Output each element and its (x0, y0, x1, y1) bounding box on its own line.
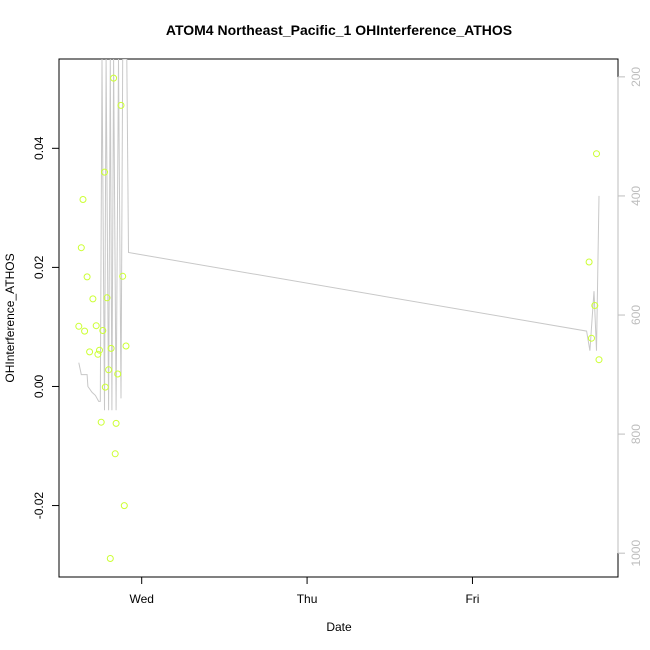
secondary-tick-label: 400 (629, 186, 643, 206)
y-tick-label: 0.04 (32, 136, 46, 160)
data-point (105, 366, 113, 374)
y-tick-label: 0.02 (32, 255, 46, 279)
data-point (106, 555, 114, 562)
series-line (78, 59, 600, 411)
x-axis: Wed Thu Fri (129, 576, 479, 606)
data-point (97, 418, 105, 426)
data-point (114, 370, 122, 378)
x-tick-label: Thu (297, 592, 318, 606)
data-point (86, 348, 94, 356)
data-point (593, 150, 600, 158)
data-point (89, 295, 97, 303)
data-point (119, 272, 127, 280)
data-point (120, 502, 128, 510)
x-tick-label: Wed (129, 592, 153, 606)
data-point (117, 101, 125, 109)
data-point (111, 450, 119, 458)
data-point (112, 419, 120, 427)
data-point (99, 327, 107, 334)
data-point (96, 346, 103, 354)
secondary-tick-label: 1000 (629, 540, 643, 567)
x-tick-label: Fri (465, 592, 479, 606)
y-axis-label: OHInterference_ATHOS (3, 253, 17, 382)
secondary-y-axis: 200 400 600 800 1000 (617, 67, 643, 567)
secondary-tick-label: 800 (629, 424, 643, 444)
chart-title: ATOM4 Northeast_Pacific_1 OHInterference… (166, 22, 512, 38)
x-axis-label: Date (326, 620, 352, 634)
plot-frame (58, 58, 619, 578)
data-point (94, 350, 102, 358)
right-axis-series-group (78, 59, 600, 411)
data-point (585, 258, 593, 266)
data-point (103, 294, 111, 302)
data-point (92, 322, 100, 330)
y-tick-label: -0.02 (32, 492, 46, 520)
y-tick-label: 0.00 (32, 374, 46, 398)
secondary-tick-label: 200 (629, 67, 643, 87)
points-group (75, 74, 603, 562)
data-point (83, 273, 91, 281)
data-point (588, 334, 595, 342)
data-point (591, 302, 599, 309)
data-point (77, 244, 85, 252)
data-point (110, 74, 118, 82)
data-point (101, 168, 108, 176)
data-point (122, 342, 130, 350)
data-point (75, 322, 83, 330)
data-point (79, 196, 87, 203)
data-point (595, 356, 603, 364)
secondary-tick-label: 600 (629, 305, 643, 325)
data-point (81, 327, 89, 335)
y-axis: -0.02 0.00 0.02 0.04 (32, 136, 60, 520)
data-point (107, 344, 115, 352)
data-point (101, 383, 109, 391)
